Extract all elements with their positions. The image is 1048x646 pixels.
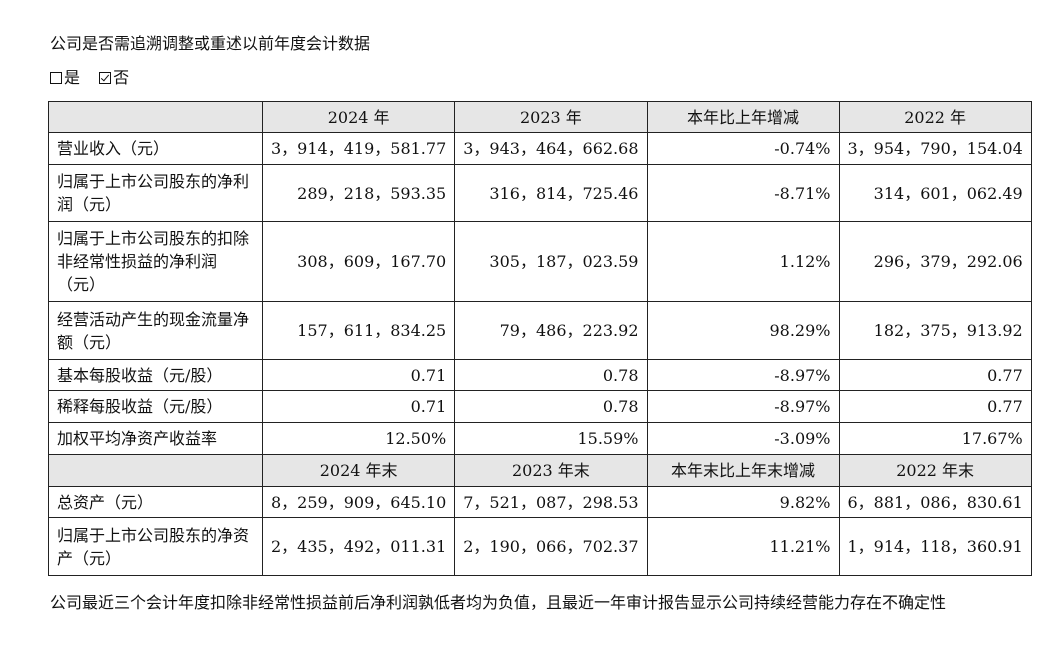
value-2023: 15.59% xyxy=(454,422,648,455)
value-2022: 0.77 xyxy=(838,390,1032,423)
table-row: 营业收入（元） 3，914，419，581.77 3，943，464，662.6… xyxy=(48,132,1032,165)
row-label: 基本每股收益（元/股） xyxy=(48,359,263,391)
value-2023: 2，190，066，702.37 xyxy=(454,517,648,576)
value-2023: 316，814，725.46 xyxy=(454,164,648,222)
table-row: 总资产（元） 8，259，909，645.10 7，521，087，298.53… xyxy=(48,486,1032,518)
value-2022: 6，881，086，830.61 xyxy=(838,486,1032,518)
value-change: -3.09% xyxy=(646,422,840,455)
table-row: 归属于上市公司股东的净利润（元） 289，218，593.35 316，814，… xyxy=(48,164,1032,222)
value-2024: 2，435，492，011.31 xyxy=(261,517,456,576)
value-2023: 79，486，223.92 xyxy=(454,301,648,360)
value-2024: 0.71 xyxy=(261,359,456,391)
value-2024: 308，609，167.70 xyxy=(261,221,456,302)
no-checkbox[interactable] xyxy=(99,72,112,84)
value-2023: 0.78 xyxy=(454,359,648,391)
value-change: -0.74% xyxy=(646,132,840,165)
row-label: 稀释每股收益（元/股） xyxy=(48,390,263,423)
value-2022: 0.77 xyxy=(838,359,1032,391)
value-2024: 289，218，593.35 xyxy=(261,164,456,222)
value-2023: 3，943，464，662.68 xyxy=(454,132,648,165)
table-row: 归属于上市公司股东的扣除非经常性损益的净利润（元） 308，609，167.70… xyxy=(48,221,1032,302)
table-row: 归属于上市公司股东的净资产（元） 2，435，492，011.31 2，190，… xyxy=(48,517,1032,576)
value-2024: 8，259，909，645.10 xyxy=(261,486,456,518)
value-change: 98.29% xyxy=(646,301,840,360)
table-row: 加权平均净资产收益率 12.50% 15.59% -3.09% 17.67% xyxy=(48,422,1032,455)
value-2023: 305，187，023.59 xyxy=(454,221,648,302)
value-2022: 314，601，062.49 xyxy=(838,164,1032,222)
row-label: 营业收入（元） xyxy=(48,132,263,165)
table-subheader-row: 2024 年末 2023 年末 本年末比上年末增减 2022 年末 xyxy=(48,454,1032,487)
value-2024: 0.71 xyxy=(261,390,456,423)
value-2022: 17.67% xyxy=(838,422,1032,455)
header-cell: 2024 年末 xyxy=(261,454,456,487)
value-2022: 182，375，913.92 xyxy=(838,301,1032,360)
header-cell xyxy=(48,454,263,487)
table-header-row: 2024 年 2023 年 本年比上年增减 2022 年 xyxy=(48,101,1032,133)
row-label: 归属于上市公司股东的扣除非经常性损益的净利润（元） xyxy=(48,221,263,302)
row-label: 归属于上市公司股东的净资产（元） xyxy=(48,517,263,576)
value-2022: 1，914，118，360.91 xyxy=(838,517,1032,576)
row-label: 经营活动产生的现金流量净额（元） xyxy=(48,301,263,360)
yes-label: 是 xyxy=(64,68,81,87)
yes-checkbox[interactable] xyxy=(50,72,62,84)
value-2022: 3，954，790，154.04 xyxy=(838,132,1032,165)
value-2022: 296，379，292.06 xyxy=(838,221,1032,302)
value-2024: 3，914，419，581.77 xyxy=(261,132,456,165)
row-label: 总资产（元） xyxy=(48,486,263,518)
row-label: 归属于上市公司股东的净利润（元） xyxy=(48,164,263,222)
going-concern-note: 公司最近三个会计年度扣除非经常性损益前后净利润孰低者均为负值，且最近一年审计报告… xyxy=(50,593,947,612)
value-change: 11.21% xyxy=(646,517,840,576)
header-cell: 本年末比上年末增减 xyxy=(646,454,840,487)
row-label: 加权平均净资产收益率 xyxy=(48,422,263,455)
section-title: 公司是否需追溯调整或重述以前年度会计数据 xyxy=(50,34,371,53)
value-2024: 157，611，834.25 xyxy=(261,301,456,360)
restatement-options: 是 否 xyxy=(50,67,129,89)
header-cell: 2023 年 xyxy=(454,101,648,133)
header-cell xyxy=(48,101,263,133)
value-change: 9.82% xyxy=(646,486,840,518)
no-label: 否 xyxy=(113,68,130,87)
value-2023: 0.78 xyxy=(454,390,648,423)
header-cell: 2022 年 xyxy=(838,101,1032,133)
header-cell: 2024 年 xyxy=(261,101,456,133)
header-cell: 2022 年末 xyxy=(838,454,1032,487)
table-row: 基本每股收益（元/股） 0.71 0.78 -8.97% 0.77 xyxy=(48,359,1032,391)
value-change: -8.71% xyxy=(646,164,840,222)
header-cell: 2023 年末 xyxy=(454,454,648,487)
header-cell: 本年比上年增减 xyxy=(646,101,840,133)
value-change: 1.12% xyxy=(646,221,840,302)
table-row: 稀释每股收益（元/股） 0.71 0.78 -8.97% 0.77 xyxy=(48,390,1032,423)
table-row: 经营活动产生的现金流量净额（元） 157，611，834.25 79，486，2… xyxy=(48,301,1032,360)
financial-data-table: 2024 年 2023 年 本年比上年增减 2022 年 营业收入（元） 3，9… xyxy=(48,101,1032,576)
value-2023: 7，521，087，298.53 xyxy=(454,486,648,518)
value-change: -8.97% xyxy=(646,359,840,391)
value-change: -8.97% xyxy=(646,390,840,423)
value-2024: 12.50% xyxy=(261,422,456,455)
